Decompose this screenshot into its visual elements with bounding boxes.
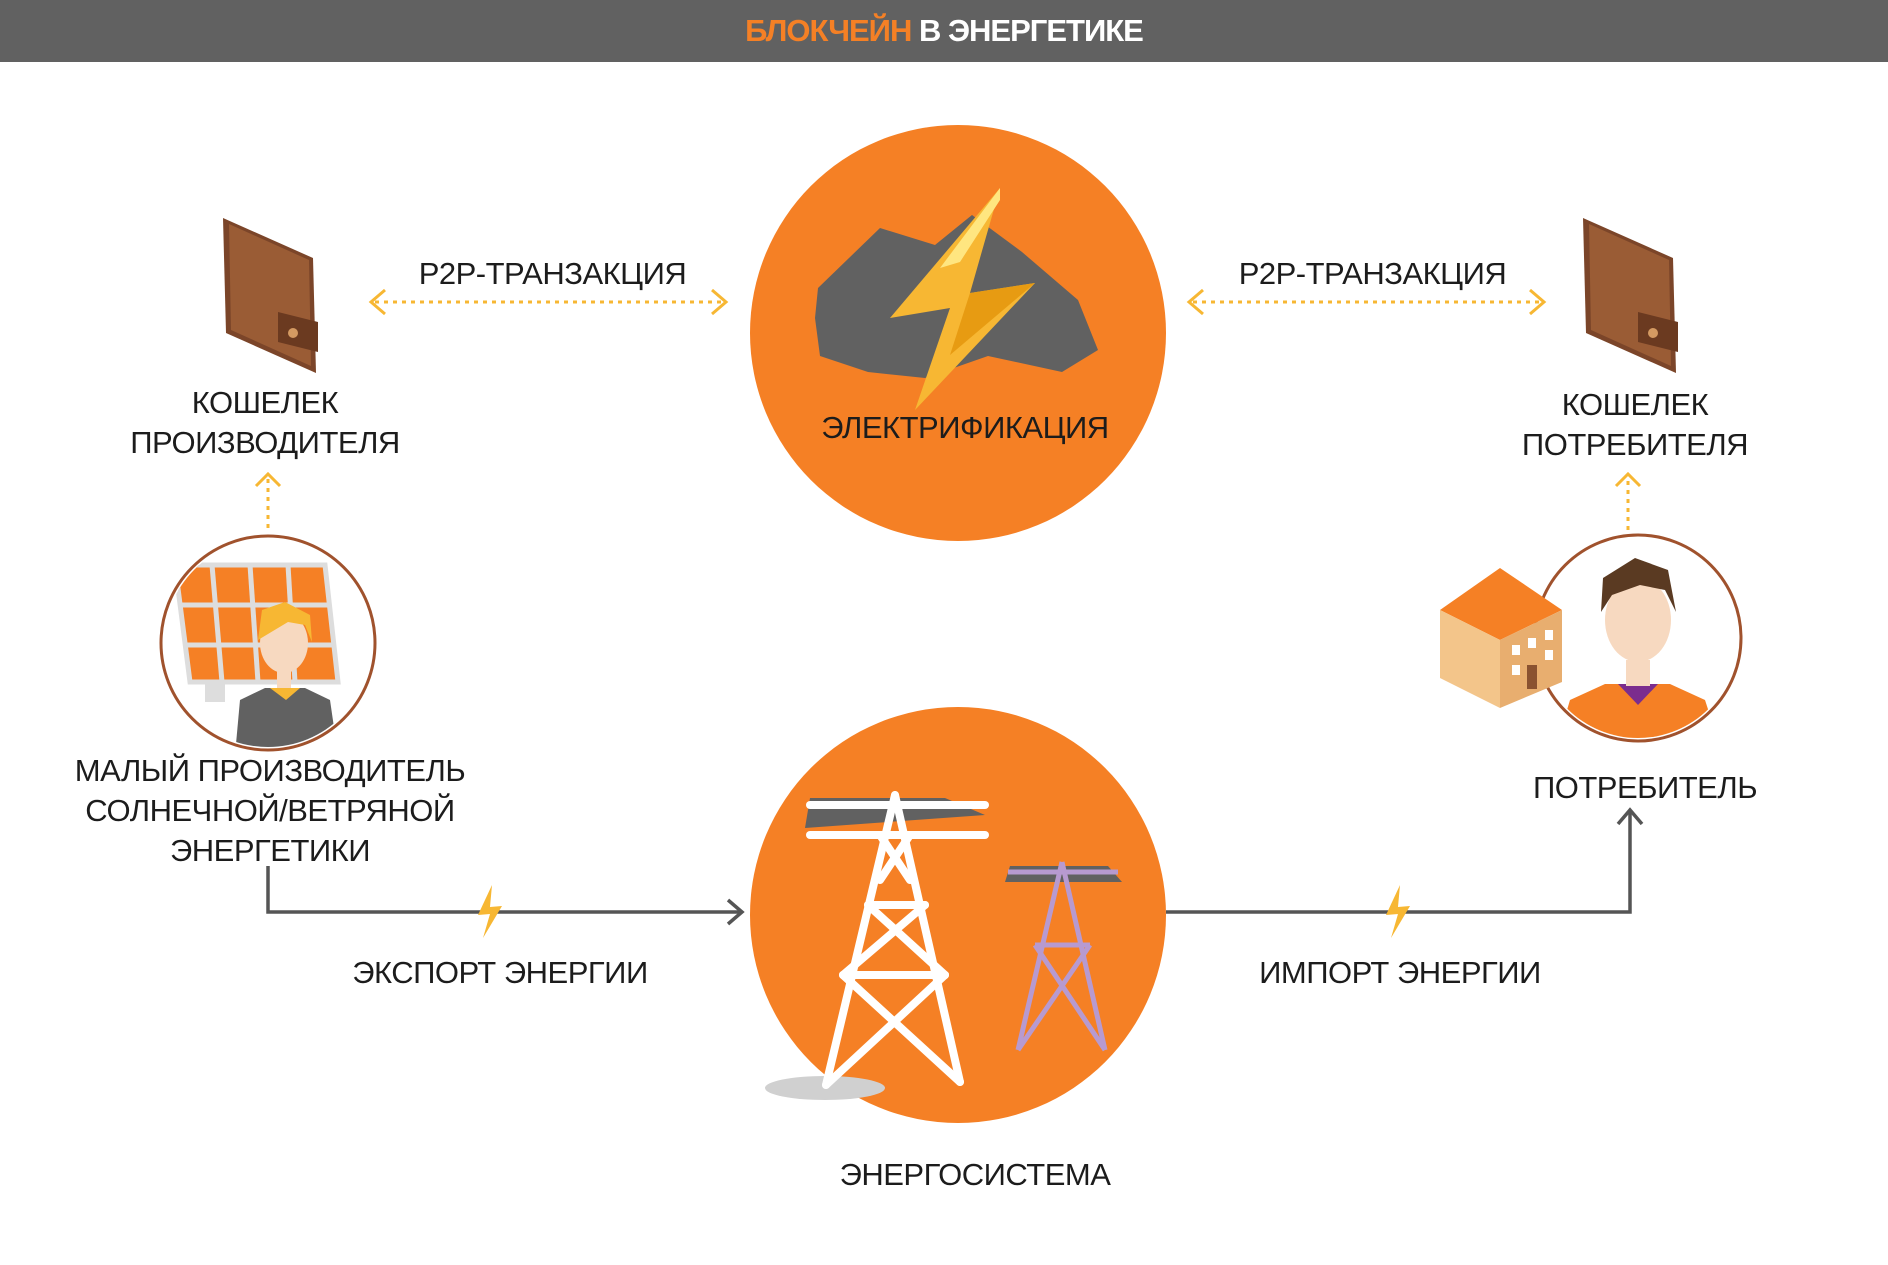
wallet-icon-producer [223,218,318,373]
consumer-person-icon [1533,533,1743,743]
consumer-wallet-label: КОШЕЛЕК ПОТРЕБИТЕЛЯ [1480,385,1790,465]
title-accent: БЛОКЧЕЙН [745,13,912,48]
lightning-bolt-icon [478,885,502,938]
producer-line-3: ЭНЕРГЕТИКИ [169,833,371,868]
lightning-bolt-icon [1386,885,1410,938]
lightning-cloud-icon [815,188,1098,410]
consumer-up-arrow [1614,471,1642,530]
import-label: ИМПОРТ ЭНЕРГИИ [1259,955,1541,990]
import-arrow [1166,807,1644,914]
header-banner [0,0,1888,62]
p2p-arrow-left [368,288,729,316]
producer-label: МАЛЫЙ ПРОИЗВОДИТЕЛЬ СОЛНЕЧНОЙ/ВЕТРЯНОЙ Э… [60,751,480,871]
consumer-wallet-line-1: КОШЕЛЕК [1561,387,1709,422]
export-arrow [266,866,745,926]
export-label: ЭКСПОРТ ЭНЕРГИИ [352,955,648,990]
producer-line-2: СОЛНЕЧНОЙ/ВЕТРЯНОЙ [85,793,455,828]
title-rest: В ЭНЕРГЕТИКЕ [918,13,1144,48]
consumer-label: ПОТРЕБИТЕЛЬ [1532,770,1758,805]
producer-up-arrow [254,471,282,528]
power-tower-icon [765,791,1122,1100]
solar-panel-producer-icon [159,534,377,752]
producer-wallet-line-2: ПРОИЗВОДИТЕЛЯ [130,425,400,460]
grid-label: ЭНЕРГОСИСТЕМА [839,1157,1111,1192]
page-title: БЛОКЧЕЙН В ЭНЕРГЕТИКЕ [0,0,1888,62]
producer-wallet-label: КОШЕЛЕК ПРОИЗВОДИТЕЛЯ [110,383,420,463]
wallet-icon-consumer [1583,218,1678,373]
p2p-label-right: P2P-ТРАНЗАКЦИЯ [1238,256,1507,291]
electrification-label: ЭЛЕКТРИФИКАЦИЯ [821,410,1109,445]
consumer-wallet-line-2: ПОТРЕБИТЕЛЯ [1521,427,1749,462]
producer-line-1: МАЛЫЙ ПРОИЗВОДИТЕЛЬ [74,753,466,788]
p2p-label-left: P2P-ТРАНЗАКЦИЯ [418,256,687,291]
p2p-arrow-right [1186,288,1547,316]
producer-wallet-line-1: КОШЕЛЕК [191,385,339,420]
house-icon [1440,568,1562,708]
